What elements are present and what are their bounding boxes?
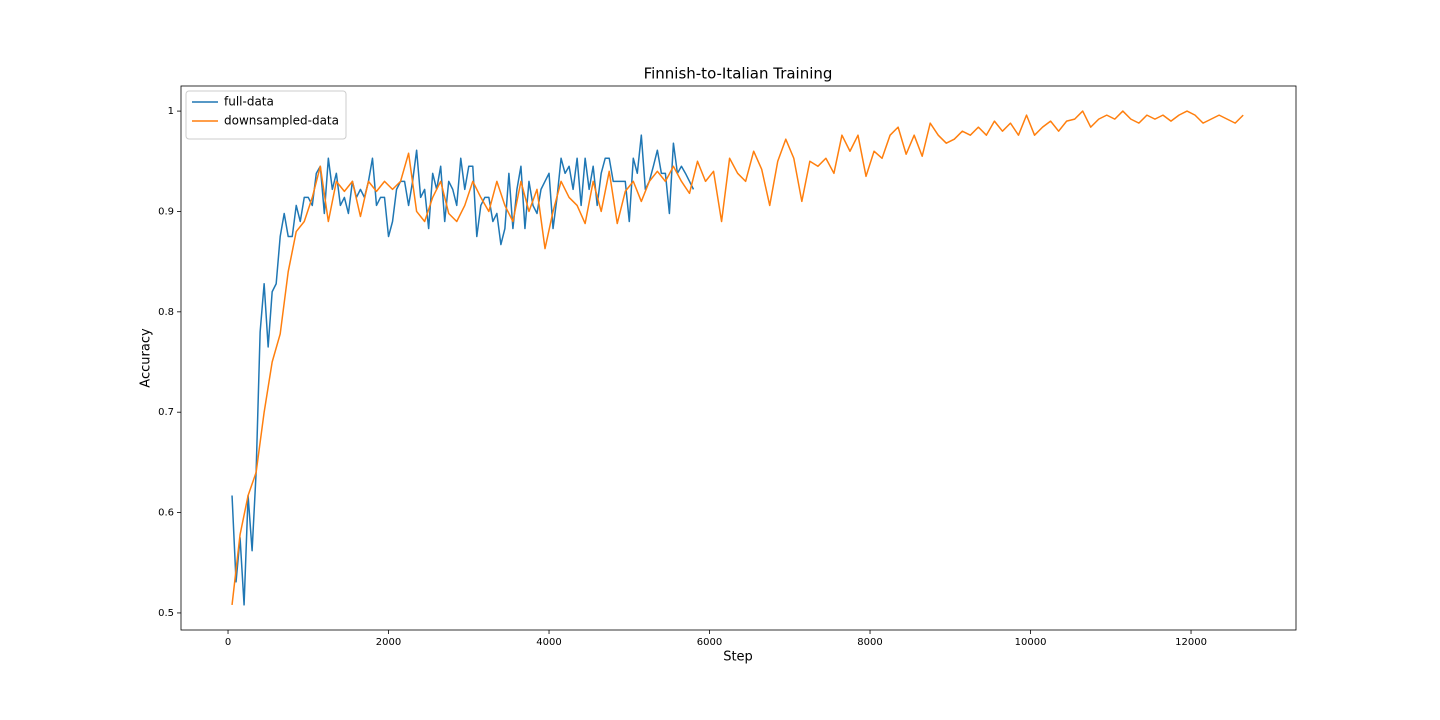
y-tick-label: 0.6: [158, 508, 174, 519]
legend: full-data downsampled-data: [185, 90, 347, 140]
x-tick-label: 6000: [697, 637, 722, 648]
chart-title: Finnish-to-Italian Training: [644, 65, 833, 83]
x-tick-label: 0: [225, 637, 231, 648]
x-tick-label: 10000: [1015, 637, 1047, 648]
data-line: [231, 134, 695, 606]
y-axis-label: Accuracy: [139, 328, 154, 388]
x-tick-label: 12000: [1175, 637, 1207, 648]
y-tick-label: 0.5: [158, 608, 174, 619]
x-tick-label: 4000: [536, 637, 561, 648]
y-tick-label: 0.7: [158, 407, 174, 418]
plot-frame: [180, 85, 1297, 631]
legend-label: downsampled-data: [224, 114, 339, 128]
x-tick-label: 8000: [857, 637, 882, 648]
x-axis-label: Step: [723, 650, 753, 665]
legend-label: full-data: [224, 95, 274, 109]
y-tick-label: 1: [168, 106, 174, 117]
y-tick-label: 0.9: [158, 206, 174, 217]
data-line: [231, 110, 1244, 605]
y-tick-label: 0.8: [158, 307, 174, 318]
x-tick-label: 2000: [376, 637, 401, 648]
legend-box: [185, 90, 347, 140]
